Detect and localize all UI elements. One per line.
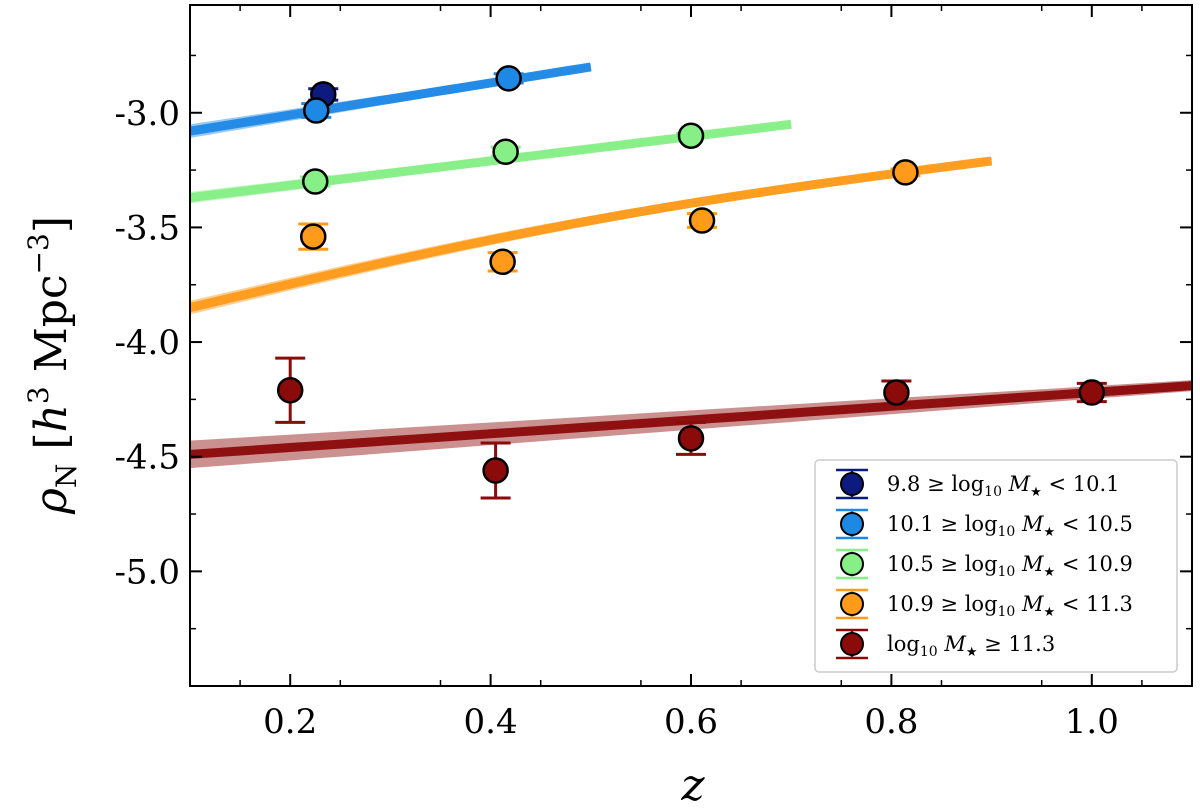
data-point-series-3 [688,207,716,234]
ylabel-close: ] [26,216,77,233]
fit-line-3 [190,156,993,313]
x-tick-label: 0.6 [664,702,718,742]
data-point-series-2 [492,138,519,165]
ylabel-open: [ [26,432,77,463]
legend-label-3: 10.9 ≥ log10 M★ < 11.3 [887,592,1133,620]
data-point-series-4 [276,376,304,404]
y-tick-label: -3.5 [114,208,180,248]
legend-label-0: 9.8 ≥ log10 M★ < 10.1 [887,472,1120,500]
ylabel-rho: ρ [26,488,77,515]
ylabel-h-exp: 3 [22,386,55,404]
data-point-series-3 [892,159,919,186]
y-tick-label: -4.5 [114,438,180,478]
fit-line-4 [190,381,1192,459]
data-point-series-4 [677,425,705,452]
x-tick-label: 0.2 [263,702,317,742]
ylabel-sub: N [50,464,83,489]
ylabel-h: h [26,404,77,432]
legend-label-1: 10.1 ≥ log10 M★ < 10.5 [887,512,1133,540]
data-point-series-2 [677,122,705,149]
legend-marker-3 [840,592,864,616]
y-axis-label: ρN [h3 Mpc−3] [22,216,83,515]
data-point-series-1 [303,97,330,124]
data-point-series-4 [482,457,509,484]
x-axis-label: z [680,760,705,810]
data-point-series-4 [1078,379,1106,406]
x-tick-labels: 0.2 0.4 0.6 0.8 1.0 [263,702,1119,742]
data-point-series-4 [883,379,910,406]
legend-marker-2 [840,552,864,576]
fit-line-1 [190,62,592,136]
x-tick-label: 0.4 [464,702,518,742]
axis-ticks [190,5,1192,686]
legend-label-4: log10 M★ ≥ 11.3 [887,632,1055,660]
y-tick-labels: -3.0 -3.5 -4.0 -4.5 -5.0 [114,94,180,593]
y-tick-label: -5.0 [114,552,180,592]
data-point-series-1 [495,65,522,92]
legend: 9.8 ≥ log10 M★ < 10.1 10.1 ≥ log10 M★ < 1… [814,459,1178,673]
data-point-series-2 [302,168,329,195]
legend-label-2: 10.5 ≥ log10 M★ < 10.9 [887,552,1133,580]
y-tick-label: -3.0 [114,94,180,134]
legend-marker-0 [840,472,864,496]
ylabel-unit: Mpc [26,274,77,386]
legend-marker-4 [840,632,864,656]
y-tick-label: -4.0 [114,323,180,363]
ylabel-unit-exp: −3 [22,233,55,274]
data-points [276,65,1106,484]
data-point-series-3 [489,248,516,276]
legend-marker-1 [840,512,864,536]
data-point-series-3 [299,223,327,250]
x-tick-label: 1.0 [1065,702,1119,742]
x-tick-label: 0.8 [864,702,918,742]
legend-box [814,459,1178,673]
